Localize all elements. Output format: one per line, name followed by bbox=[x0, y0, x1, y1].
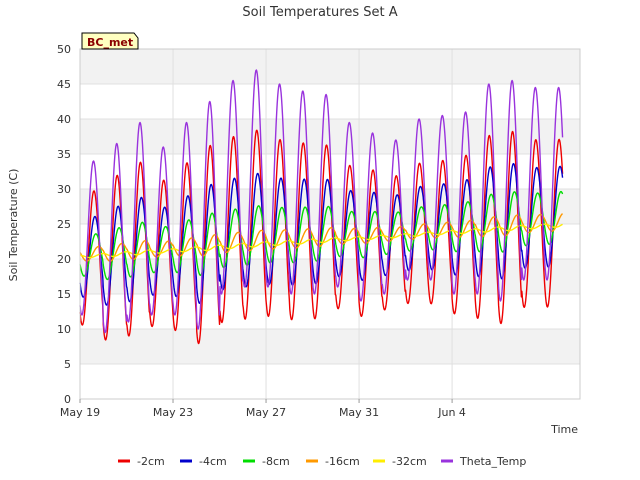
x-tick-label: Jun 4 bbox=[437, 406, 466, 419]
legend-label: -2cm bbox=[137, 455, 165, 468]
y-tick-label: 20 bbox=[57, 253, 71, 266]
x-tick-label: May 23 bbox=[153, 406, 193, 419]
legend-label: -16cm bbox=[325, 455, 360, 468]
y-tick-label: 5 bbox=[64, 358, 71, 371]
x-tick-label: May 27 bbox=[246, 406, 286, 419]
y-tick-label: 0 bbox=[64, 393, 71, 406]
station-badge: BC_met bbox=[81, 32, 139, 50]
y-tick-label: 50 bbox=[57, 43, 71, 56]
y-tick-label: 15 bbox=[57, 288, 71, 301]
plot-band bbox=[80, 329, 580, 364]
series-lines bbox=[79, 69, 564, 345]
legend-label: Theta_Temp bbox=[459, 455, 526, 468]
y-tick-label: 35 bbox=[57, 148, 71, 161]
x-tick-label: May 19 bbox=[60, 406, 100, 419]
y-tick-label: 40 bbox=[57, 113, 71, 126]
y-tick-label: 30 bbox=[57, 183, 71, 196]
x-axis-label: Time bbox=[550, 423, 578, 436]
legend-label: -4cm bbox=[199, 455, 227, 468]
chart-title: Soil Temperatures Set A bbox=[242, 5, 397, 20]
legend-label: -32cm bbox=[392, 455, 427, 468]
y-tick-label: 10 bbox=[57, 323, 71, 336]
series-line-4cm bbox=[79, 162, 564, 306]
y-axis-label: Soil Temperature (C) bbox=[7, 169, 20, 282]
axes bbox=[79, 48, 581, 400]
y-tick-labels: 0 5 10 15 20 25 30 35 40 45 50 bbox=[57, 43, 71, 406]
y-tick-label: 45 bbox=[57, 78, 71, 91]
x-tick-labels: May 19 May 23 May 27 May 31 Jun 4 bbox=[60, 399, 466, 419]
legend-label: -8cm bbox=[262, 455, 290, 468]
y-tick-label: 25 bbox=[57, 218, 71, 231]
plot-frame bbox=[79, 48, 581, 400]
series-line-thetatemp bbox=[79, 69, 564, 334]
plot-band bbox=[80, 49, 580, 84]
legend: -2cm -4cm -8cm -16cm -32cm Theta_Temp bbox=[118, 455, 526, 468]
x-tick-label: May 31 bbox=[339, 406, 379, 419]
station-badge-label: BC_met bbox=[87, 36, 133, 49]
